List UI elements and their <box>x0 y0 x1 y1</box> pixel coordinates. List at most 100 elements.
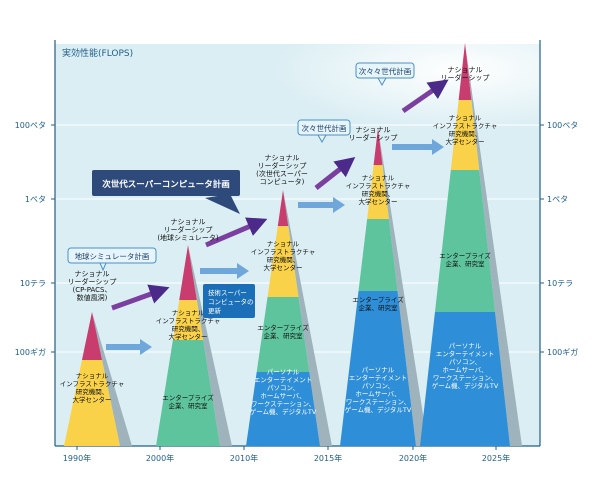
tier-label: ワークステーション、 <box>346 398 410 406</box>
tier-label: ナショナル <box>172 309 205 317</box>
tier-label: パーソナル <box>449 342 482 350</box>
tier-label: 大学センター <box>264 263 303 272</box>
pyramid-shadow <box>465 43 522 446</box>
svg-text:コンピュータ): コンピュータ) <box>260 177 305 186</box>
callout-earth-simulator: 地球シミュレータ計画 <box>67 247 157 272</box>
tier-label: パソコン、 <box>449 358 481 366</box>
tier-label: パーソナル <box>267 368 300 376</box>
svg-text:リーダーシップ: リーダーシップ <box>349 133 398 142</box>
tier-label: ナショナル <box>76 372 109 380</box>
tier-label: インフラストラクチャ <box>156 317 221 325</box>
pyramid-top-band <box>81 312 103 360</box>
pyramid-tier <box>246 372 320 446</box>
tier-label: ゲーム機、デジタルTV <box>250 407 317 416</box>
pyramid-shadow <box>188 245 232 446</box>
leader-arrow <box>314 157 356 190</box>
tier-label: ワークステーション、 <box>433 374 497 382</box>
pyramid-top-band <box>373 128 383 165</box>
pyramids-layer: ナショナルインフラストラクチャ研究機関、大学センターナショナルインフラストラクチ… <box>60 43 522 446</box>
top-label: (地球シミュレータ) <box>157 233 219 242</box>
tier-label: エンタープライズ <box>162 393 214 402</box>
y-tick-label: 100ペタ <box>15 121 46 130</box>
tier-label: エンターテイメント <box>349 373 408 382</box>
y-tick-label: 1ペタ <box>25 195 46 204</box>
tier-label: ゲーム機、デジタルTV <box>432 381 499 390</box>
tier-label: エンタープライズ <box>257 323 309 332</box>
callout-next-next: 次々世代計画 <box>297 119 351 144</box>
top-label: ナショナル <box>171 218 206 226</box>
pyramid-tier <box>156 340 220 446</box>
flow-arrow <box>106 339 152 355</box>
tier-label: パーソナル <box>362 366 395 374</box>
tier-label: エンタープライズ <box>352 295 404 304</box>
top-labels-layer: ナショナルリーダーシップ(CP-PACS、数値風洞)ナショナルリーダーシップ(地… <box>68 66 490 302</box>
pyramid-tier <box>420 312 510 446</box>
pyramid-tier <box>358 219 398 291</box>
leader-arrow <box>111 284 170 311</box>
tier-label: エンターテイメント <box>254 375 313 384</box>
y-tick-label: 100ペタ <box>547 121 578 130</box>
pyramid-top-band <box>179 245 197 300</box>
tier-label: ナショナル <box>449 114 482 122</box>
callout-text: 地球シミュレータ計画 <box>75 251 150 261</box>
tier-label: 研究機関、 <box>362 189 395 198</box>
leader-arrow <box>401 79 449 114</box>
tier-label: 大学センター <box>169 332 208 341</box>
pyramid-tier <box>267 226 299 297</box>
pyramid-tier <box>256 297 310 372</box>
callout-text: コンピュータの <box>208 297 254 306</box>
top-label: リーダーシップ <box>164 225 213 234</box>
y-axis-title: 実効性能(FLOPS) <box>62 47 133 59</box>
top-label: 数値風洞) <box>77 293 108 302</box>
x-tick-label: 2025年 <box>482 453 510 463</box>
y-tick-label: 100ギガ <box>15 347 46 357</box>
x-tick-label: 1990年 <box>63 453 91 463</box>
x-tick-label: 2000年 <box>146 453 174 463</box>
svg-text:ナショナル: ナショナル <box>265 154 300 162</box>
svg-text:ナショナル: ナショナル <box>356 126 391 134</box>
callout-text: 技術スーパー <box>208 288 247 297</box>
svg-text:(次世代スーパー: (次世代スーパー <box>256 169 308 178</box>
pyramid-top-band <box>277 190 289 226</box>
flow-arrow <box>298 197 345 213</box>
top-label: ナショナル <box>448 66 483 74</box>
peak-label-3: ナショナル リーダーシップ (次世代スーパー コンピュータ) <box>256 154 308 186</box>
pyramid-tier <box>64 360 120 446</box>
tier-label: インフラストラクチャ <box>251 248 316 256</box>
top-label: リーダーシップ <box>441 73 490 82</box>
pyramid-shadow <box>92 312 132 446</box>
tier-label: エンターテイメント <box>436 349 495 358</box>
callout-text: 更新 <box>208 306 222 315</box>
tier-label: 大学センター <box>73 395 112 404</box>
pyramid-shadow <box>378 128 428 446</box>
svg-text:リーダーシップ: リーダーシップ <box>258 161 307 170</box>
top-label: (CP-PACS、 <box>73 286 112 294</box>
tier-label: インフラストラクチャ <box>433 122 498 130</box>
tier-label: ナショナル <box>267 240 300 248</box>
tier-label: ワークステーション、 <box>251 400 315 408</box>
callout-next-gen: 次世代スーパーコンピュータ計画 <box>92 170 240 214</box>
y-tick-marks <box>51 124 544 353</box>
x-tick-label: 2015年 <box>314 453 342 463</box>
tier-label: ナショナル <box>362 174 395 182</box>
tier-label: ホームサーバ、 <box>260 392 305 400</box>
tier-label: パソコン、 <box>362 382 394 390</box>
tier-label: 企業、研究室 <box>169 401 209 410</box>
tier-label: 企業、研究室 <box>264 331 304 340</box>
pyramid-tier <box>434 170 496 312</box>
tier-label: ホームサーバ、 <box>442 366 487 374</box>
callout-spillover: 技術スーパー コンピュータの 更新 <box>203 284 255 318</box>
y-tick-label: 100ギガ <box>547 347 578 357</box>
y-tick-labels-right: 100ペタ 1ペタ 10テラ 100ギガ <box>547 121 578 357</box>
peak-label-4: ナショナル リーダーシップ <box>349 126 398 142</box>
x-tick-marks <box>76 446 497 450</box>
pyramid: ナショナルインフラストラクチャ研究機関、大学センターエンタープライズ企業、研究室… <box>246 190 332 446</box>
pyramid-tier <box>172 300 204 340</box>
callout-text: 次世代スーパーコンピュータ計画 <box>102 179 229 190</box>
flow-arrows <box>106 139 444 355</box>
tier-label: エンタープライズ <box>439 251 491 260</box>
flow-arrow <box>392 139 444 155</box>
pyramid-shadow <box>283 190 332 446</box>
